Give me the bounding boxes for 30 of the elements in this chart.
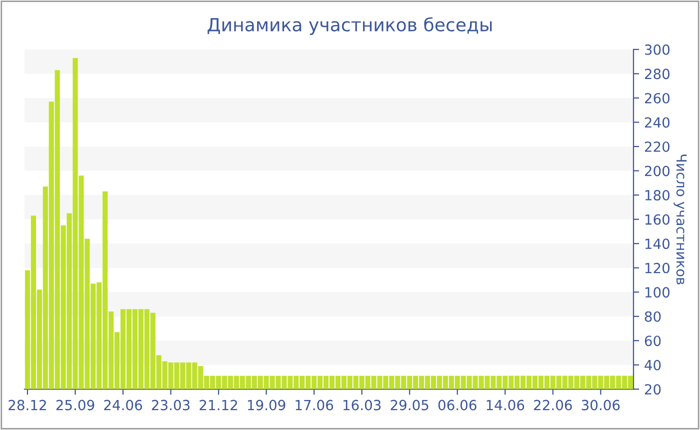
y-tick-label: 300: [644, 44, 670, 55]
x-tick-label: 06.06: [438, 400, 476, 410]
x-tick-label: 24.06: [104, 400, 142, 410]
x-tick-label: 21.12: [200, 400, 238, 410]
y-tick-label: 160: [645, 214, 670, 225]
x-tick-label: 14.06: [486, 400, 524, 410]
y-tick-label: 280: [644, 68, 670, 80]
y-tick-label: 220: [644, 141, 670, 152]
x-tick-label: 30.06: [582, 400, 620, 410]
chart-title: Динамика участников беседы: [208, 17, 492, 35]
x-tick-label: 23.03: [152, 400, 190, 410]
x-tick-label: 16.03: [343, 400, 381, 410]
y-tick-label: 100: [645, 287, 670, 298]
y-axis-title: Число участников: [674, 154, 687, 284]
x-tick-label: 22.06: [534, 400, 572, 410]
y-tick-label: 40: [644, 360, 661, 370]
y-tick-label: 200: [644, 166, 670, 176]
x-tick-label: 28.12: [8, 400, 46, 410]
y-tick-label: 140: [645, 238, 670, 250]
y-tick-label: 80: [644, 311, 661, 322]
y-tick-label: 180: [645, 190, 670, 201]
x-tick-label: 17.06: [296, 400, 334, 410]
y-tick-label: 240: [644, 117, 670, 128]
x-tick-label: 29.05: [390, 400, 428, 410]
x-tick-label: 25.09: [56, 400, 94, 410]
y-tick-label: 260: [644, 92, 670, 104]
y-tick-label: 60: [644, 336, 661, 346]
x-tick-label: 19.09: [248, 400, 286, 410]
y-tick-label: 20: [644, 384, 661, 395]
y-tick-label: 120: [645, 262, 670, 274]
